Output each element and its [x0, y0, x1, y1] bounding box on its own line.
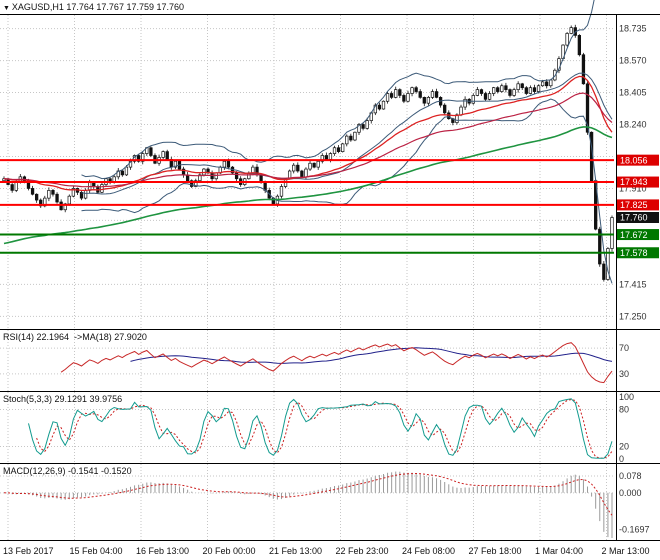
macd-label: MACD(12,26,9) -0.1541 -0.1520 — [3, 466, 132, 476]
time-axis: 13 Feb 2017 15 Feb 04:00 16 Feb 13:00 20 Fe… — [0, 541, 660, 560]
svg-text:18.056: 18.056 — [620, 155, 648, 165]
svg-text:0.000: 0.000 — [619, 488, 642, 498]
time-label: 27 Feb 18:00 — [468, 546, 522, 556]
price-badges: 18.056 17.943 17.825 17.672 17.578 17.760 — [617, 154, 659, 259]
price-badge — [617, 154, 659, 166]
price-level-lines[interactable] — [0, 159, 614, 254]
overlay-lines — [3, 0, 613, 284]
svg-text:-0.1697: -0.1697 — [619, 524, 650, 534]
stoch-grid — [0, 392, 614, 463]
macd-grid — [0, 464, 614, 540]
svg-text:70: 70 — [619, 343, 629, 353]
rsi-panel[interactable]: 70 30 — [0, 330, 660, 392]
svg-text:20: 20 — [619, 442, 629, 452]
price-badge — [617, 199, 659, 211]
price-badge — [617, 247, 659, 259]
symbol-quote-header: ▼ XAGUSD,H1 17.764 17.767 17.759 17.760 — [3, 2, 184, 12]
price-badge — [617, 212, 659, 223]
macd-panel[interactable]: 0.078 0.000 -0.1697 — [0, 464, 660, 541]
time-label: 22 Feb 23:00 — [335, 546, 389, 556]
svg-text:18.570: 18.570 — [619, 56, 647, 66]
symbol-dropdown-icon[interactable]: ▼ — [3, 5, 12, 12]
stoch-panel[interactable]: 100 80 20 0 — [0, 392, 660, 464]
svg-text:18.240: 18.240 — [619, 120, 647, 130]
time-label: 13 Feb 2017 — [3, 546, 54, 556]
svg-text:100: 100 — [619, 392, 634, 402]
svg-text:0: 0 — [619, 454, 624, 464]
svg-text:17.415: 17.415 — [619, 279, 647, 289]
time-label: 20 Feb 00:00 — [202, 546, 256, 556]
svg-text:17.760: 17.760 — [620, 213, 648, 223]
svg-text:17.943: 17.943 — [620, 177, 648, 187]
svg-text:17.672: 17.672 — [620, 230, 648, 240]
macd-histogram — [7, 471, 613, 538]
time-label: 15 Feb 04:00 — [69, 546, 123, 556]
time-label: 2 Mar 13:00 — [601, 546, 650, 556]
svg-text:80: 80 — [619, 404, 629, 414]
time-label: 16 Feb 13:00 — [136, 546, 190, 556]
svg-text:17.910: 17.910 — [619, 183, 647, 193]
svg-text:18.735: 18.735 — [619, 24, 647, 34]
svg-text:18.405: 18.405 — [619, 88, 647, 98]
svg-text:30: 30 — [619, 369, 629, 379]
main-price-chart[interactable]: 18.735 18.570 18.405 18.240 17.910 17.415 17.2… — [0, 0, 660, 330]
stoch-label: Stoch(5,3,3) 29.1291 39.9756 — [3, 394, 123, 404]
svg-text:0.078: 0.078 — [619, 471, 642, 481]
rsi-label: RSI(14) 22.1964 ->MA(18) 27.9020 — [3, 332, 147, 342]
time-label: 24 Feb 08:00 — [402, 546, 456, 556]
time-label: 1 Mar 04:00 — [535, 546, 584, 556]
price-badge — [617, 229, 659, 241]
svg-text:17.578: 17.578 — [620, 248, 648, 258]
time-label: 21 Feb 13:00 — [269, 546, 323, 556]
price-badge — [617, 176, 659, 188]
price-axis-labels: 18.735 18.570 18.405 18.240 17.910 17.415 17.2… — [619, 24, 647, 322]
candles — [2, 24, 614, 282]
svg-text:17.825: 17.825 — [620, 200, 648, 210]
symbol-ohlc-text: XAGUSD,H1 17.764 17.767 17.759 17.760 — [11, 2, 184, 12]
svg-text:17.250: 17.250 — [619, 311, 647, 321]
